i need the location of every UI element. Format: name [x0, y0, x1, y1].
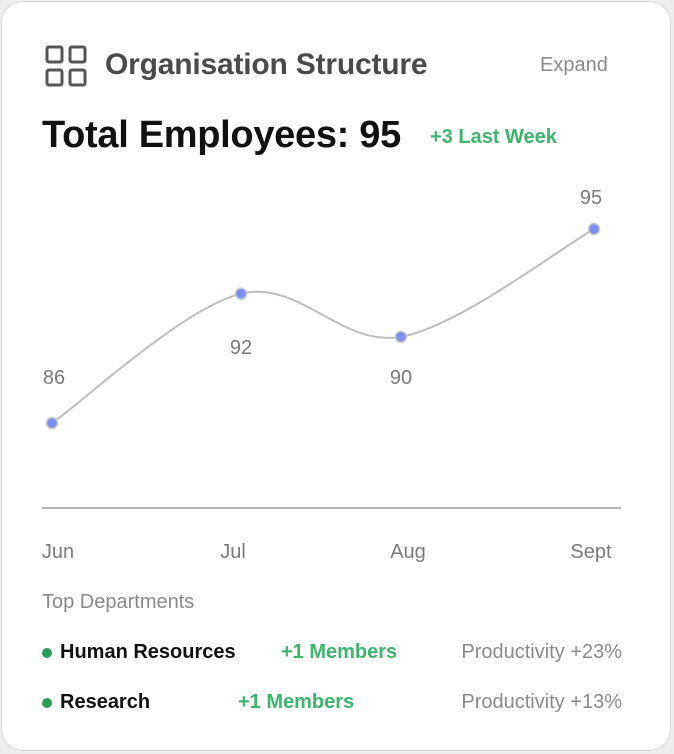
department-members: +1 Members	[238, 691, 355, 713]
data-point[interactable]	[234, 287, 248, 300]
data-label: 86	[43, 367, 65, 389]
department-name: Research	[60, 691, 151, 713]
data-label: 90	[390, 367, 412, 389]
data-point[interactable]	[587, 222, 601, 236]
department-row: Human Resources +1 Members Productivity …	[2, 638, 674, 668]
top-departments-heading: Top Departments	[42, 591, 195, 613]
card-title: Organisation Structure	[105, 48, 428, 81]
x-tick-label: Aug	[390, 541, 426, 563]
data-point[interactable]	[45, 416, 59, 430]
total-employees: Total Employees: 95	[42, 114, 401, 156]
grid-icon	[45, 45, 87, 87]
data-label: 95	[580, 187, 602, 209]
department-productivity: Productivity +13%	[461, 691, 622, 713]
weekly-change-badge: +3 Last Week	[430, 126, 557, 148]
expand-button[interactable]: Expand	[540, 54, 608, 76]
data-label: 92	[230, 337, 252, 359]
employees-line-chart: 86 92 90 95 Jun Jul Aug Sept	[42, 187, 621, 563]
department-members: +1 Members	[281, 641, 398, 663]
department-name: Human Resources	[60, 641, 236, 663]
bullet-icon	[42, 648, 52, 658]
department-row: Research +1 Members Productivity +13%	[2, 688, 674, 718]
data-point[interactable]	[394, 330, 408, 344]
department-productivity: Productivity +23%	[461, 641, 622, 663]
series-line	[51, 228, 595, 424]
x-tick-label: Jul	[220, 541, 246, 563]
x-tick-label: Jun	[42, 541, 74, 563]
bullet-icon	[42, 698, 52, 708]
x-tick-label: Sept	[570, 541, 612, 563]
